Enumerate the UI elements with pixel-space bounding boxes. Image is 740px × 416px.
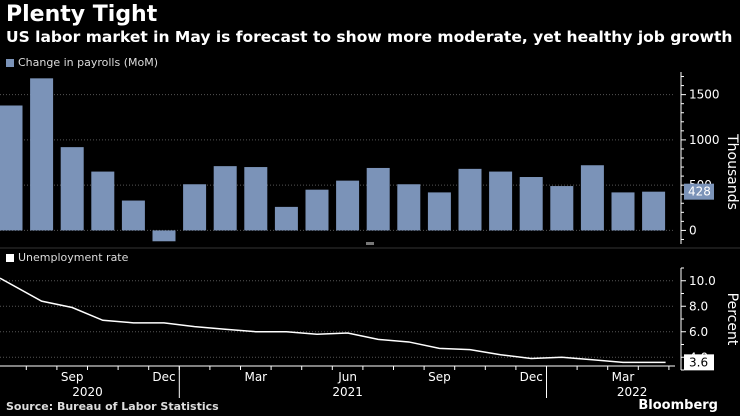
payrolls-legend: Change in payrolls (MoM) bbox=[6, 56, 158, 69]
payroll-bar bbox=[244, 167, 268, 231]
payroll-bar bbox=[0, 105, 23, 231]
x-year-label: 2021 bbox=[332, 385, 363, 399]
brand-logo: Bloomberg bbox=[638, 398, 718, 413]
unemployment-axis-title: Percent bbox=[724, 293, 740, 346]
panel-divider-handle bbox=[366, 242, 374, 245]
payroll-bar bbox=[366, 167, 390, 231]
payrolls-tick-label: 1000 bbox=[689, 133, 720, 147]
payroll-bar bbox=[550, 186, 574, 231]
payroll-bar bbox=[458, 168, 482, 231]
payroll-bar bbox=[274, 206, 298, 231]
unemployment-legend-label: Unemployment rate bbox=[18, 251, 129, 264]
payroll-bar bbox=[611, 192, 635, 231]
payrolls-tick-label: 1500 bbox=[689, 88, 720, 102]
x-month-label: Mar bbox=[244, 370, 267, 384]
source-note: Source: Bureau of Labor Statistics bbox=[6, 400, 219, 413]
payroll-bar bbox=[397, 184, 421, 231]
payroll-bar bbox=[30, 78, 54, 231]
payrolls-last-value-box bbox=[684, 183, 714, 200]
payroll-bar bbox=[91, 171, 115, 231]
payroll-bar bbox=[152, 230, 176, 242]
payroll-bar bbox=[336, 180, 360, 231]
payrolls-legend-swatch bbox=[6, 58, 14, 67]
unemployment-legend: Unemployment rate bbox=[6, 251, 128, 264]
x-year-label: 2022 bbox=[617, 385, 648, 399]
payroll-bar bbox=[305, 189, 329, 231]
payrolls-axis-title: Thousands bbox=[724, 133, 740, 210]
unemployment-legend-swatch bbox=[6, 253, 14, 262]
x-month-label: Dec bbox=[152, 370, 175, 384]
payroll-bar bbox=[580, 165, 604, 231]
payroll-bar bbox=[642, 191, 666, 231]
unemployment-tick-label: 10.0 bbox=[689, 274, 716, 288]
payroll-bar bbox=[427, 192, 451, 231]
payroll-bar bbox=[213, 166, 237, 231]
unemployment-tick-label: 8.0 bbox=[689, 299, 708, 313]
unemployment-last-value: 3.6 bbox=[689, 355, 708, 369]
x-month-label: Jun bbox=[337, 370, 357, 384]
x-month-label: Mar bbox=[612, 370, 635, 384]
payrolls-last-value: 428 bbox=[688, 185, 711, 199]
payroll-bar bbox=[519, 177, 543, 231]
payrolls-legend-label: Change in payrolls (MoM) bbox=[18, 56, 159, 69]
payroll-bar bbox=[60, 147, 84, 231]
payroll-bar bbox=[489, 171, 513, 231]
x-year-label: 2020 bbox=[72, 385, 103, 399]
chart-title: Plenty Tight bbox=[6, 2, 158, 27]
payroll-bar bbox=[121, 200, 145, 231]
unemployment-line bbox=[0, 277, 666, 364]
chart-subtitle: US labor market in May is forecast to sh… bbox=[6, 28, 733, 46]
x-month-label: Sep bbox=[61, 370, 84, 384]
unemployment-tick-label: 6.0 bbox=[689, 325, 708, 339]
unemployment-last-value-box bbox=[684, 354, 714, 371]
payrolls-tick-label: 0 bbox=[689, 223, 697, 237]
x-month-label: Dec bbox=[520, 370, 543, 384]
x-month-label: Sep bbox=[428, 370, 451, 384]
payroll-bar bbox=[183, 184, 207, 231]
